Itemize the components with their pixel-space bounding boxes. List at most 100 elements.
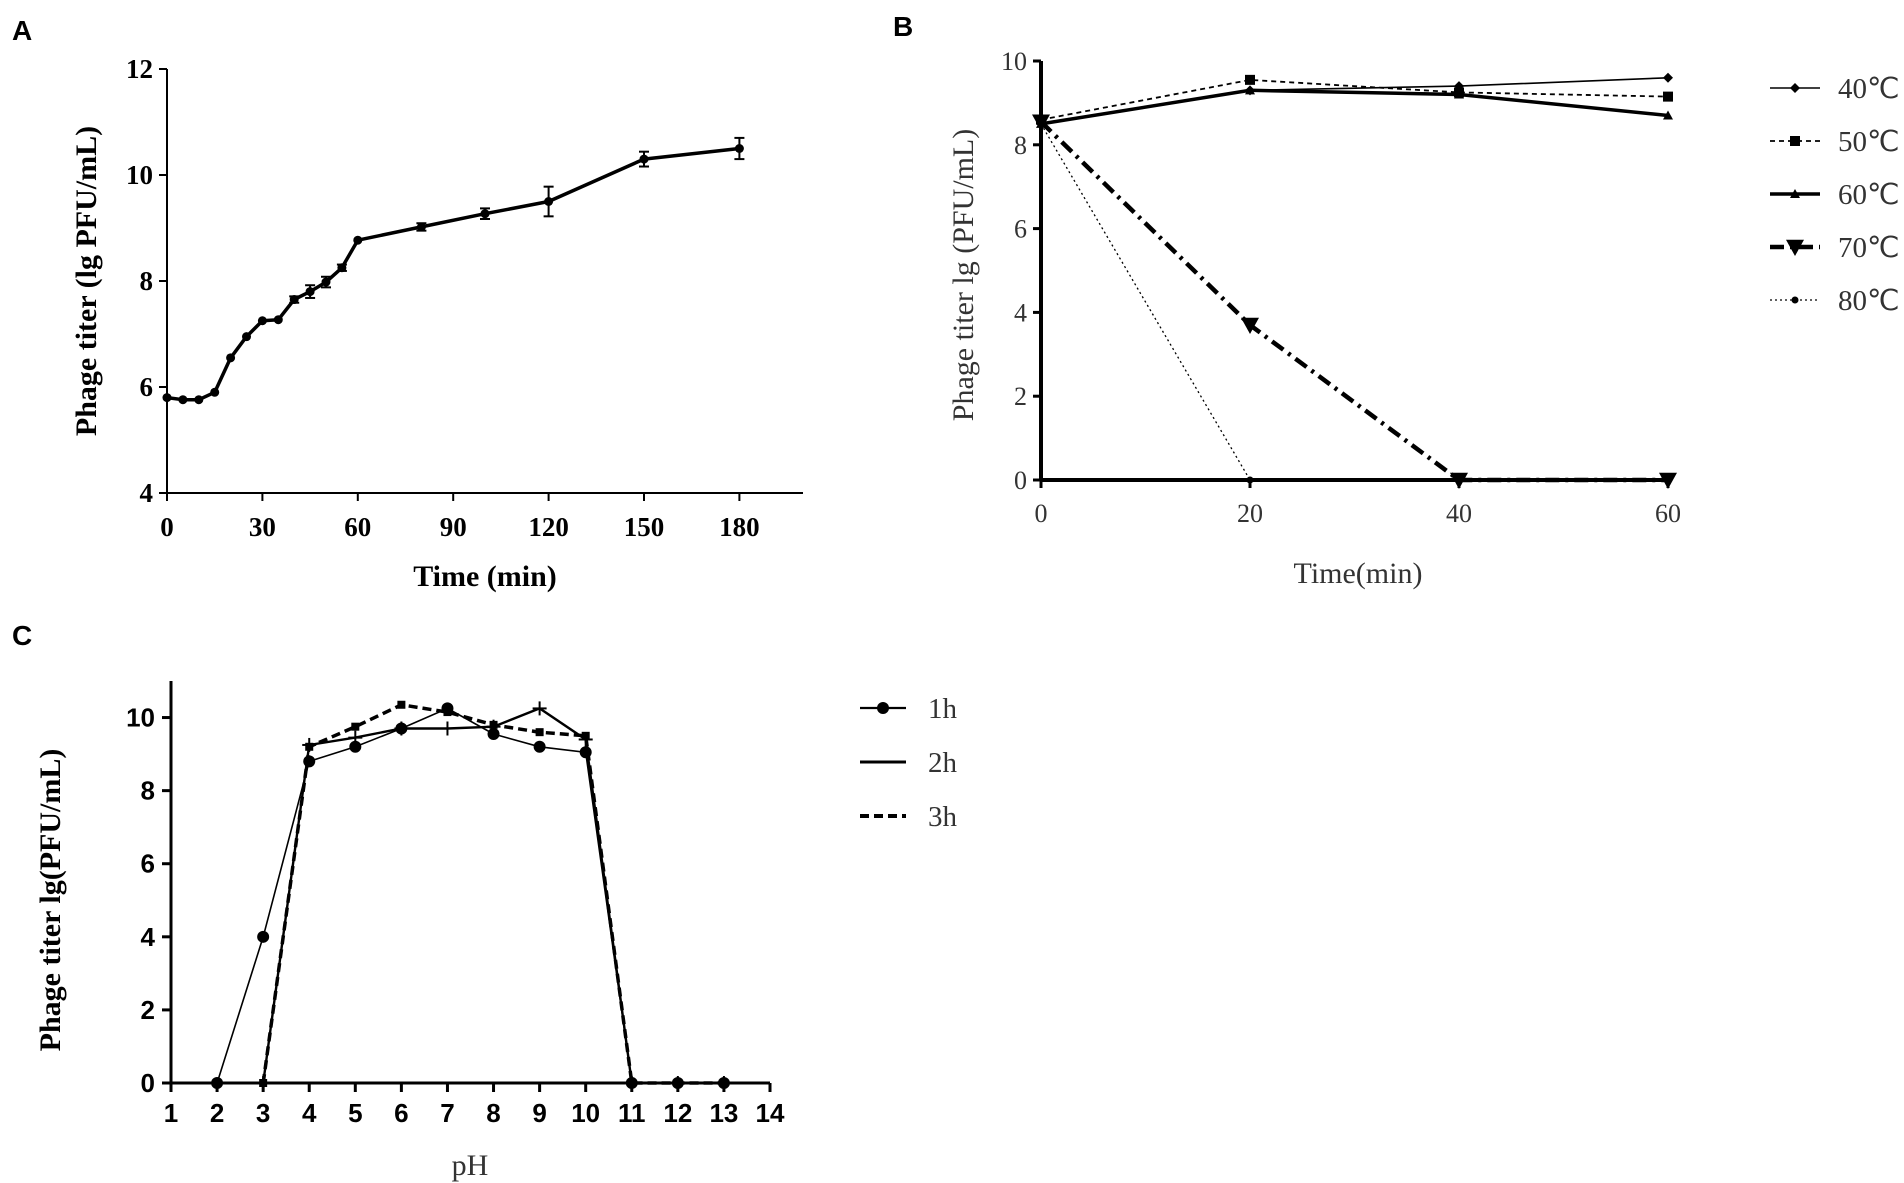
- chart-a-point: [337, 263, 347, 273]
- chart-a-point: [226, 353, 236, 363]
- chart-c-point: [673, 1079, 682, 1087]
- chart-b-point: [1450, 472, 1468, 489]
- chart-a-x-tick-label: 150: [624, 512, 665, 542]
- chart-a-marks: [162, 136, 745, 405]
- chart-c-y-tick-label: 10: [126, 703, 155, 733]
- chart-b-x-tick-label: 0: [1035, 499, 1048, 528]
- chart-c-point: [627, 1079, 636, 1087]
- chart-c-series-line: [216, 707, 724, 1084]
- chart-c-legend: 1h 2h 3h: [860, 693, 958, 833]
- chart-b-legend-label: 80℃: [1838, 285, 1900, 317]
- chart-c-point: [397, 700, 406, 709]
- chart-b-legend-marker: [1790, 136, 1800, 146]
- panel-letter-a: A: [12, 15, 32, 46]
- chart-b-x-tick-label: 40: [1446, 499, 1472, 528]
- chart-c-xlabel: pH: [452, 1149, 489, 1182]
- chart-a-point: [273, 315, 283, 325]
- chart-c-x-tick-label: 1: [164, 1098, 178, 1128]
- chart-c-x-tick-label: 11: [618, 1098, 646, 1128]
- chart-a-y-tick-label: 4: [140, 478, 154, 508]
- chart-a-point: [162, 393, 172, 403]
- chart-c-x-tick-label: 5: [348, 1098, 362, 1128]
- chart-b-ylabel: Phage titer lg (PFU/mL): [947, 129, 980, 421]
- chart-b-point: [1246, 476, 1254, 484]
- chart-b-point: [1659, 472, 1677, 489]
- chart-c-point: [259, 1079, 268, 1087]
- chart-a-x-tick-label: 0: [160, 512, 174, 542]
- chart-c-y-tick-label: 8: [141, 776, 155, 806]
- chart-c-x-tick-label: 14: [756, 1098, 785, 1128]
- chart-b-legend-label: 60℃: [1838, 179, 1900, 211]
- chart-b-y-tick-label: 10: [1001, 47, 1027, 76]
- chart-c-legend-marker: [877, 702, 889, 714]
- chart-c-y-tick-label: 2: [141, 995, 155, 1025]
- chart-b-xlabel: Time(min): [1294, 557, 1423, 590]
- chart-b: 0 20 40 60 0 2 4 6 8 10 40℃ 50℃ 60℃ 70℃ 80℃ Time(min)…: [947, 47, 1900, 590]
- chart-c-x-tick-label: 9: [532, 1098, 546, 1128]
- chart-c-point: [533, 740, 546, 753]
- chart-c-point: [305, 742, 314, 751]
- chart-b-legend-label: 50℃: [1838, 126, 1900, 158]
- chart-a-point: [321, 277, 331, 287]
- chart-b-legend-label: 70℃: [1838, 232, 1900, 264]
- chart-b-series-line: [1040, 77, 1669, 125]
- chart-b-legend-marker: [1786, 239, 1804, 256]
- chart-c-x-tick-label: 8: [486, 1098, 500, 1128]
- chart-a-series-line: [166, 146, 740, 402]
- chart-b-axes: 0 20 40 60 0 2 4 6 8 10: [1001, 47, 1681, 528]
- chart-c-legend-label: 1h: [928, 693, 958, 725]
- chart-c-y-tick-label: 6: [141, 849, 155, 879]
- chart-c-x-tick-label: 6: [394, 1098, 408, 1128]
- chart-b-y-tick-label: 8: [1014, 131, 1027, 160]
- chart-c-x-tick-label: 7: [440, 1098, 454, 1128]
- chart-b-y-tick-label: 6: [1014, 215, 1027, 244]
- chart-a-x-tick-label: 90: [440, 512, 467, 542]
- chart-c-point: [351, 722, 360, 731]
- chart-a-point: [289, 295, 299, 305]
- chart-b-series-line: [1040, 78, 1669, 121]
- chart-a-x-tick-label: 30: [249, 512, 276, 542]
- chart-b-legend-marker: [1791, 296, 1799, 304]
- chart-a-xlabel: Time (min): [413, 560, 557, 593]
- chart-c-x-tick-label: 2: [210, 1098, 224, 1128]
- chart-c-series-line: [261, 702, 724, 1085]
- chart-a-point: [544, 197, 554, 206]
- chart-c-ylabel: Phage titer lg(PFU/mL): [34, 749, 67, 1052]
- chart-b-legend-marker: [1790, 189, 1800, 198]
- chart-a-x-tick-label: 180: [719, 512, 760, 542]
- chart-c-point: [535, 728, 544, 737]
- chart-b-point: [1245, 85, 1255, 95]
- chart-b-series-line: [1040, 123, 1251, 481]
- chart-a-point: [194, 395, 204, 405]
- chart-c-point: [719, 1079, 728, 1087]
- chart-a-point: [416, 222, 426, 232]
- chart-b-point: [1241, 317, 1259, 334]
- chart-b-point: [1663, 91, 1673, 102]
- chart-c-point: [581, 731, 590, 740]
- chart-c-series-line: [262, 707, 724, 1085]
- chart-b-y-tick-label: 0: [1014, 466, 1027, 495]
- chart-a-y-tick-label: 12: [126, 54, 153, 84]
- chart-a-point: [178, 395, 188, 405]
- chart-b-point: [1245, 74, 1255, 85]
- chart-c-y-tick-label: 4: [141, 922, 156, 952]
- chart-a-point: [242, 332, 251, 342]
- chart-c-point: [349, 740, 362, 753]
- chart-c-point: [487, 727, 500, 740]
- chart-a-x-tick-label: 120: [528, 512, 569, 542]
- chart-a-x-tick-label: 60: [344, 512, 371, 542]
- chart-a-ylabel: Phage titer (lg PFU/mL): [70, 126, 103, 436]
- chart-c-point: [257, 930, 270, 943]
- chart-c-x-tick-label: 12: [663, 1098, 692, 1128]
- panel-letter-c: C: [12, 620, 32, 651]
- chart-c-x-tick-label: 13: [709, 1098, 738, 1128]
- chart-c-point: [443, 708, 452, 717]
- chart-b-y-tick-label: 2: [1014, 382, 1027, 411]
- chart-a-y-tick-label: 6: [140, 372, 154, 402]
- chart-b-x-tick-label: 60: [1655, 499, 1681, 528]
- chart-b-point: [1663, 72, 1673, 83]
- chart-c-x-tick-label: 4: [302, 1098, 317, 1128]
